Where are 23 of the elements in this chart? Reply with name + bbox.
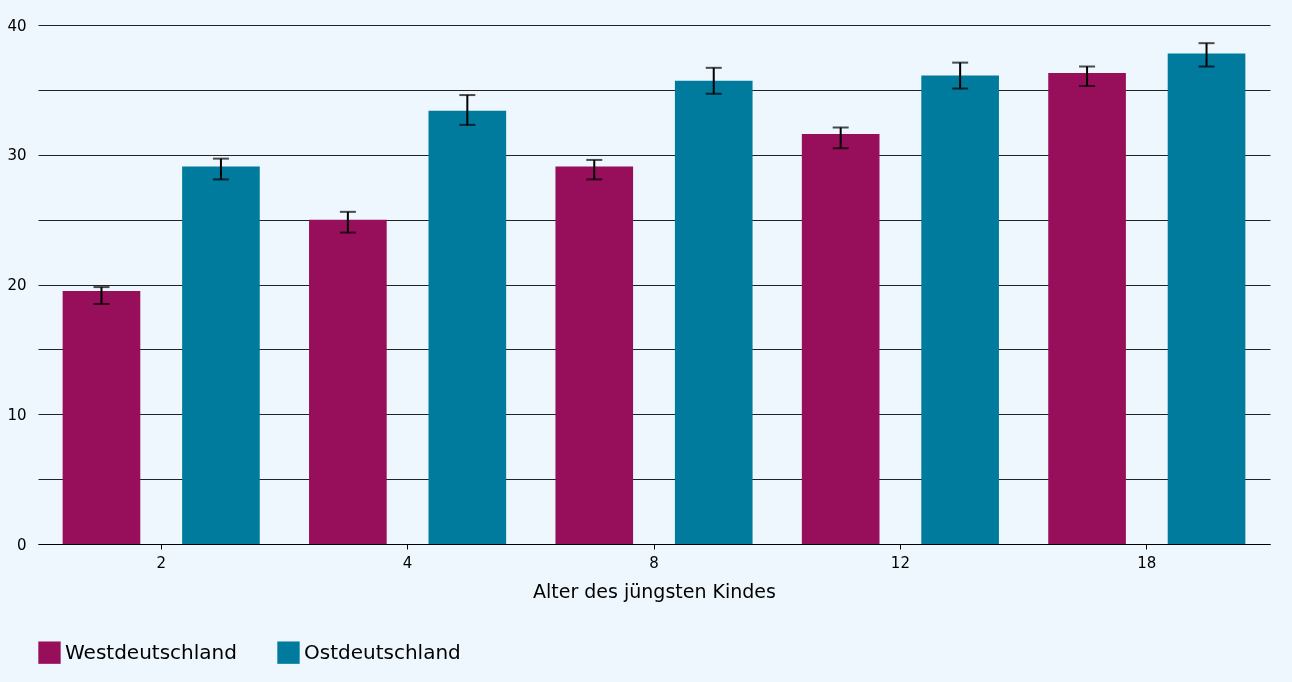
bar [1048,73,1126,544]
x-tick-label: 4 [402,553,413,572]
bar [674,80,753,544]
legend-label: Westdeutschland [65,639,237,664]
legend-label: Ostdeutschland [304,639,461,664]
y-tick-label: 20 [7,276,27,294]
bar [428,110,507,544]
y-tick-label: 30 [7,146,27,165]
x-tick-label: 2 [156,553,166,572]
bar [62,290,141,544]
bar [921,75,999,544]
bar [182,166,260,544]
x-tick-label: 12 [890,553,910,572]
bar [801,133,880,544]
x-tick-label: 18 [1137,553,1157,572]
bar [309,219,387,544]
bar [1167,53,1246,544]
y-tick-label: 40 [7,16,27,35]
y-tick-label: 0 [16,535,27,554]
x-axis-title: Alter des jüngsten Kindes [533,579,776,602]
bar [555,166,634,544]
x-tick-label: 8 [649,553,659,572]
y-tick-label: 10 [7,405,27,424]
